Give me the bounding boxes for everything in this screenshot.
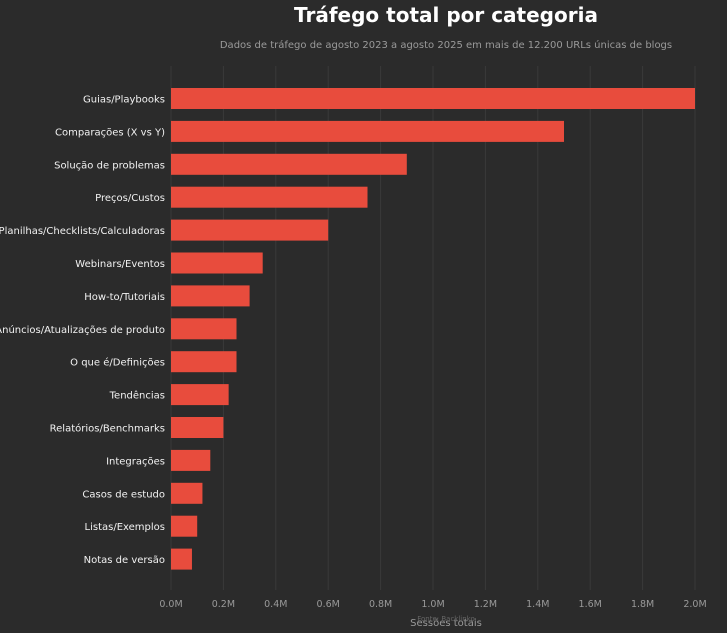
x-tick-label: 1.4M	[526, 599, 549, 610]
bar	[171, 384, 229, 406]
chart-title: Tráfego total por categoria	[294, 3, 598, 27]
x-tick-label: 1.0M	[421, 599, 444, 610]
x-tick-label: 0.0M	[159, 599, 182, 610]
x-tick-label: 2.0M	[683, 599, 706, 610]
category-label: Solução de problemas	[54, 160, 165, 171]
bar	[171, 548, 192, 570]
source-note: Fonte: Backlinko	[417, 615, 475, 623]
bar	[171, 219, 329, 241]
category-label: Integrações	[106, 456, 165, 467]
x-tick-labels: 0.0M 0.2M 0.4M 0.6M 0.8M 1.0M 1.2M 1.4M 1.6M 1.8M…	[159, 599, 706, 610]
bar	[171, 515, 198, 537]
category-label: How-to/Tutoriais	[84, 292, 165, 303]
bar	[171, 153, 407, 175]
bar	[171, 88, 695, 109]
bar	[171, 351, 237, 373]
category-label: Comparações (X vs Y)	[55, 127, 165, 138]
bar	[171, 252, 263, 274]
gridlines	[170, 66, 696, 590]
category-label: Guias/Playbooks	[83, 95, 165, 106]
x-tick-label: 1.2M	[474, 599, 497, 610]
bar	[171, 285, 250, 307]
category-label: Planilhas/Checklists/Calculadoras	[0, 226, 165, 237]
category-label: Anúncios/Atualizações de produto	[0, 324, 165, 336]
x-axis-label: Sessões totais	[410, 618, 482, 629]
chart-subtitle: Dados de tráfego de agosto 2023 a agosto…	[220, 39, 672, 51]
category-label: Tendências	[109, 390, 165, 402]
x-tick-label: 0.2M	[212, 599, 235, 610]
x-tick-label: 1.8M	[631, 599, 654, 610]
category-label: O que é/Definições	[70, 357, 165, 369]
x-tick-label: 0.8M	[369, 599, 392, 610]
category-labels: Guias/Playbooks Comparações (X vs Y) Soluç…	[0, 95, 165, 567]
bar	[171, 186, 368, 208]
bar	[171, 482, 203, 504]
x-tick-label: 0.4M	[264, 599, 287, 610]
bar	[171, 120, 564, 142]
category-label: Casos de estudo	[82, 489, 165, 500]
x-tick-label: 0.6M	[317, 599, 340, 610]
x-tick-label: 1.6M	[579, 599, 602, 610]
bar	[171, 449, 211, 471]
category-label: Webinars/Eventos	[75, 259, 165, 270]
category-label: Relatórios/Benchmarks	[50, 423, 165, 435]
category-label: Notas de versão	[84, 555, 165, 566]
category-label: Listas/Exemplos	[85, 522, 165, 533]
bars	[171, 88, 695, 570]
bar	[171, 417, 224, 438]
bar	[171, 318, 237, 340]
category-label: Preços/Custos	[95, 193, 165, 204]
